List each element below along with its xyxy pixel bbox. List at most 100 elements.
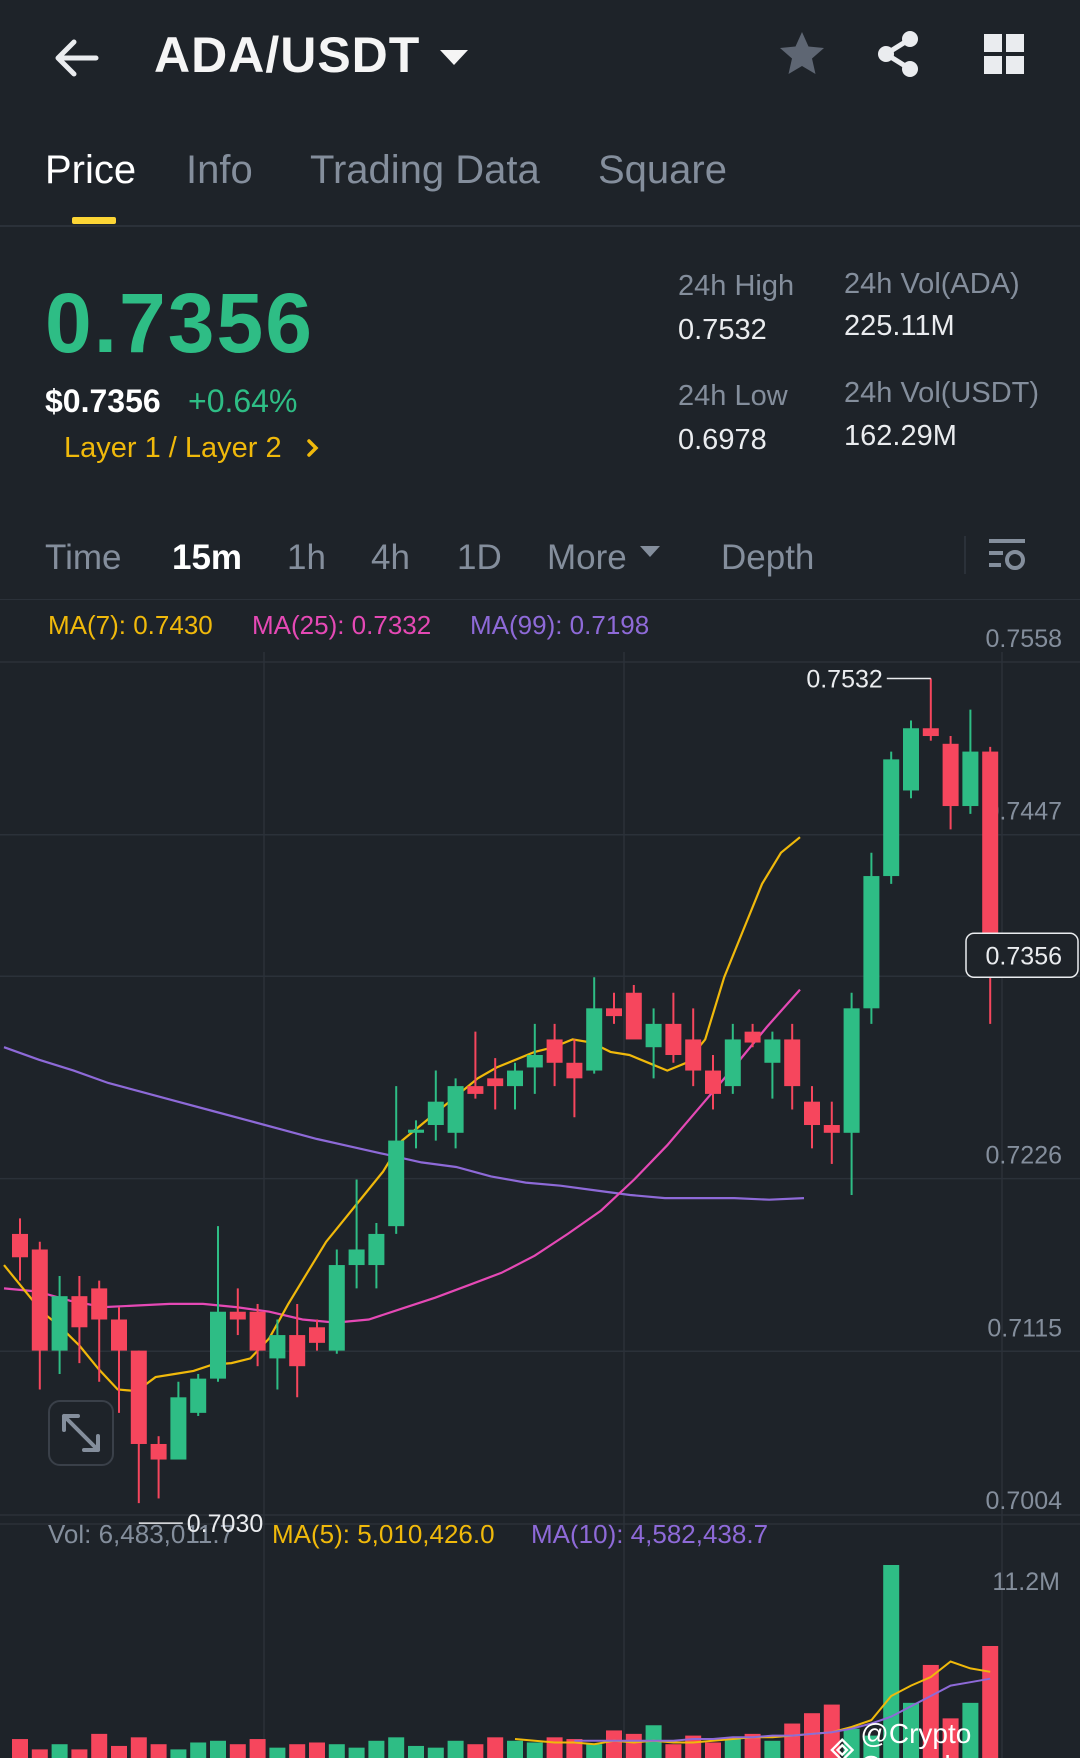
volume-bar bbox=[289, 1744, 306, 1758]
volume-bar bbox=[606, 1730, 622, 1758]
volume-bar bbox=[586, 1744, 603, 1758]
more-caret-icon bbox=[640, 546, 660, 557]
interval-divider bbox=[964, 536, 966, 574]
volume-bar bbox=[705, 1742, 721, 1758]
volume-bar bbox=[388, 1737, 405, 1758]
volume-bar bbox=[804, 1713, 820, 1758]
volume-bar bbox=[764, 1740, 781, 1758]
tab-price[interactable]: Price bbox=[45, 148, 137, 192]
tab-square[interactable]: Square bbox=[598, 148, 727, 192]
category-link[interactable]: Layer 1 / Layer 2 bbox=[64, 432, 282, 464]
current-price-badge bbox=[965, 932, 1079, 979]
fullscreen-button[interactable] bbox=[48, 1400, 114, 1466]
interval-1d[interactable]: 1D bbox=[457, 538, 502, 577]
volume-bar bbox=[546, 1737, 563, 1758]
candle-up bbox=[526, 1054, 543, 1068]
volume-bar bbox=[744, 1733, 761, 1758]
candle-down bbox=[784, 1039, 801, 1087]
interval-1h[interactable]: 1h bbox=[287, 538, 326, 577]
candle-up bbox=[883, 759, 900, 877]
candle-down bbox=[566, 1062, 583, 1079]
candle-down bbox=[289, 1335, 306, 1367]
high-marker-label: 0.7532 bbox=[806, 665, 882, 693]
low-label: 24h Low bbox=[678, 380, 788, 412]
interval-depth[interactable]: Depth bbox=[721, 538, 815, 577]
favorite-star-icon[interactable] bbox=[776, 28, 828, 80]
volume-bar bbox=[724, 1739, 741, 1758]
candle-up bbox=[447, 1086, 464, 1133]
candle-up bbox=[368, 1233, 385, 1266]
candle-up bbox=[962, 751, 979, 807]
candle-down bbox=[487, 1078, 504, 1087]
volume-bar bbox=[903, 1702, 919, 1758]
interval-15m[interactable]: 15m bbox=[172, 538, 243, 577]
candle-down bbox=[91, 1288, 108, 1320]
candle-up bbox=[586, 1008, 603, 1071]
tab-bar: Price Info Trading Data Square bbox=[0, 140, 1080, 227]
volume-bar bbox=[863, 1735, 880, 1758]
vol-base-label: 24h Vol(ADA) bbox=[844, 268, 1020, 300]
interval-4h[interactable]: 4h bbox=[371, 538, 410, 577]
candle-down bbox=[229, 1311, 246, 1320]
candle-up bbox=[269, 1335, 286, 1359]
volume-bar bbox=[190, 1742, 207, 1758]
current-price-label: 0.7356 bbox=[986, 942, 1062, 970]
pair-name: ADA/USDT bbox=[154, 27, 421, 83]
volume-bar bbox=[883, 1565, 900, 1758]
volume-bar bbox=[309, 1742, 325, 1758]
vol-quote-value: 162.29M bbox=[844, 420, 957, 452]
candle-down bbox=[111, 1319, 127, 1351]
candle-down bbox=[130, 1350, 147, 1444]
price-tick-label: 0.7115 bbox=[987, 1314, 1062, 1342]
vol-quote-label: 24h Vol(USDT) bbox=[844, 377, 1040, 409]
watermark: @Crypto Crusador bbox=[830, 1718, 1080, 1758]
high-value: 0.7532 bbox=[678, 314, 767, 346]
share-icon[interactable] bbox=[872, 28, 924, 80]
tab-info[interactable]: Info bbox=[186, 148, 253, 192]
volume-bar bbox=[249, 1739, 266, 1758]
volume-bar bbox=[942, 1718, 959, 1758]
volume-bar bbox=[487, 1737, 504, 1758]
volume-bar bbox=[91, 1733, 108, 1758]
volume-bar bbox=[408, 1745, 424, 1758]
price-tick-label: 0.7004 bbox=[986, 1487, 1063, 1515]
volume-axis-label: 11.2M bbox=[992, 1568, 1060, 1596]
candle-up bbox=[427, 1101, 444, 1126]
candle-up bbox=[51, 1296, 68, 1351]
candle-down bbox=[31, 1249, 48, 1351]
interval-bar: Time 15m 1h 4h 1D More Depth bbox=[0, 520, 1080, 600]
candlestick-chart[interactable]: 0.7558 0.7447 0.7226 0.7115 0.7004 0.7532 0.70… bbox=[0, 600, 1080, 1758]
pair-selector[interactable]: ADA/USDT bbox=[154, 26, 469, 84]
volume-bar bbox=[348, 1747, 365, 1758]
grid-menu-icon[interactable] bbox=[978, 28, 1030, 80]
interval-time[interactable]: Time bbox=[45, 538, 122, 577]
candle-up bbox=[903, 728, 919, 791]
candle-up bbox=[863, 876, 880, 1009]
candle-down bbox=[982, 751, 999, 953]
candle-up bbox=[724, 1039, 741, 1087]
candle-down bbox=[665, 1023, 682, 1055]
volume-bar bbox=[962, 1702, 979, 1758]
candle-down bbox=[942, 743, 959, 807]
candle-down bbox=[705, 1070, 721, 1094]
price-tick-label: 0.7226 bbox=[986, 1142, 1062, 1170]
candle-down bbox=[12, 1233, 28, 1258]
candle-down bbox=[150, 1443, 167, 1460]
volume-bar bbox=[368, 1740, 385, 1758]
candle-up bbox=[190, 1378, 207, 1413]
chevron-right-icon[interactable] bbox=[304, 435, 322, 461]
volume-bar bbox=[170, 1749, 187, 1758]
candle-down bbox=[625, 992, 642, 1040]
volume-bar bbox=[229, 1744, 246, 1758]
candle-up bbox=[843, 1008, 860, 1133]
volume-bar bbox=[427, 1747, 444, 1758]
interval-more[interactable]: More bbox=[547, 538, 627, 577]
chart-settings-icon[interactable] bbox=[985, 533, 1029, 575]
tab-trading-data[interactable]: Trading Data bbox=[310, 148, 540, 192]
candle-up bbox=[507, 1070, 523, 1087]
volume-bar bbox=[328, 1744, 345, 1758]
back-arrow-icon[interactable] bbox=[48, 30, 104, 86]
candle-down bbox=[685, 1039, 702, 1071]
volume-bar bbox=[31, 1749, 48, 1758]
volume-bar bbox=[12, 1739, 28, 1758]
